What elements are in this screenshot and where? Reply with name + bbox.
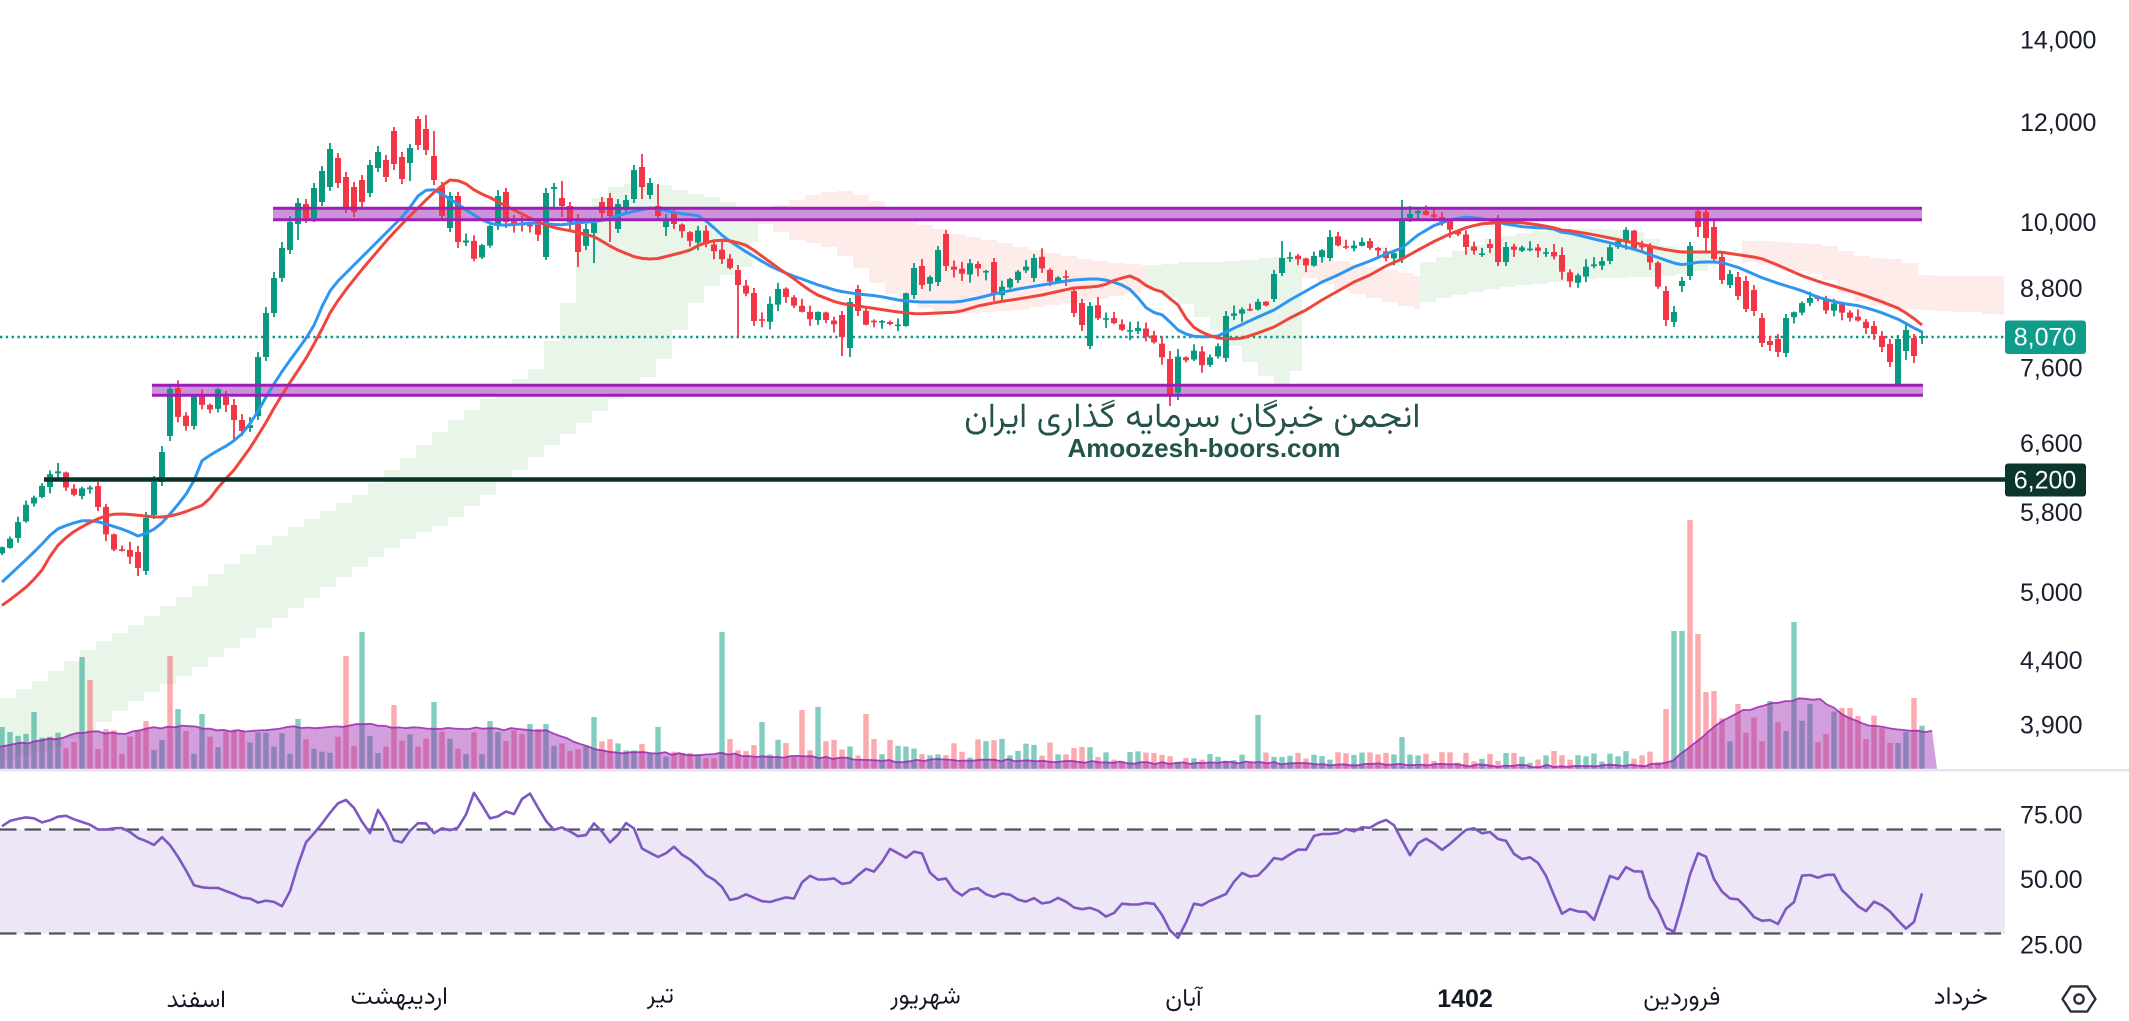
svg-text:1402: 1402 xyxy=(1437,985,1493,1013)
svg-text:6,600: 6,600 xyxy=(2020,430,2083,458)
svg-text:25.00: 25.00 xyxy=(2020,932,2083,960)
svg-text:50.00: 50.00 xyxy=(2020,866,2083,894)
svg-text:8,070: 8,070 xyxy=(2014,324,2077,352)
svg-text:12,000: 12,000 xyxy=(2020,109,2096,137)
svg-text:5,800: 5,800 xyxy=(2020,499,2083,527)
svg-text:8,800: 8,800 xyxy=(2020,275,2083,303)
svg-text:Amoozesh-boors.com: Amoozesh-boors.com xyxy=(1067,433,1340,463)
svg-text:14,000: 14,000 xyxy=(2020,27,2096,55)
svg-text:7,600: 7,600 xyxy=(2020,355,2083,383)
svg-text:75.00: 75.00 xyxy=(2020,802,2083,830)
svg-text:10,000: 10,000 xyxy=(2020,209,2096,237)
svg-text:3,900: 3,900 xyxy=(2020,712,2083,740)
svg-text:4,400: 4,400 xyxy=(2020,647,2083,675)
svg-text:5,000: 5,000 xyxy=(2020,579,2083,607)
svg-text:6,200: 6,200 xyxy=(2014,467,2077,495)
